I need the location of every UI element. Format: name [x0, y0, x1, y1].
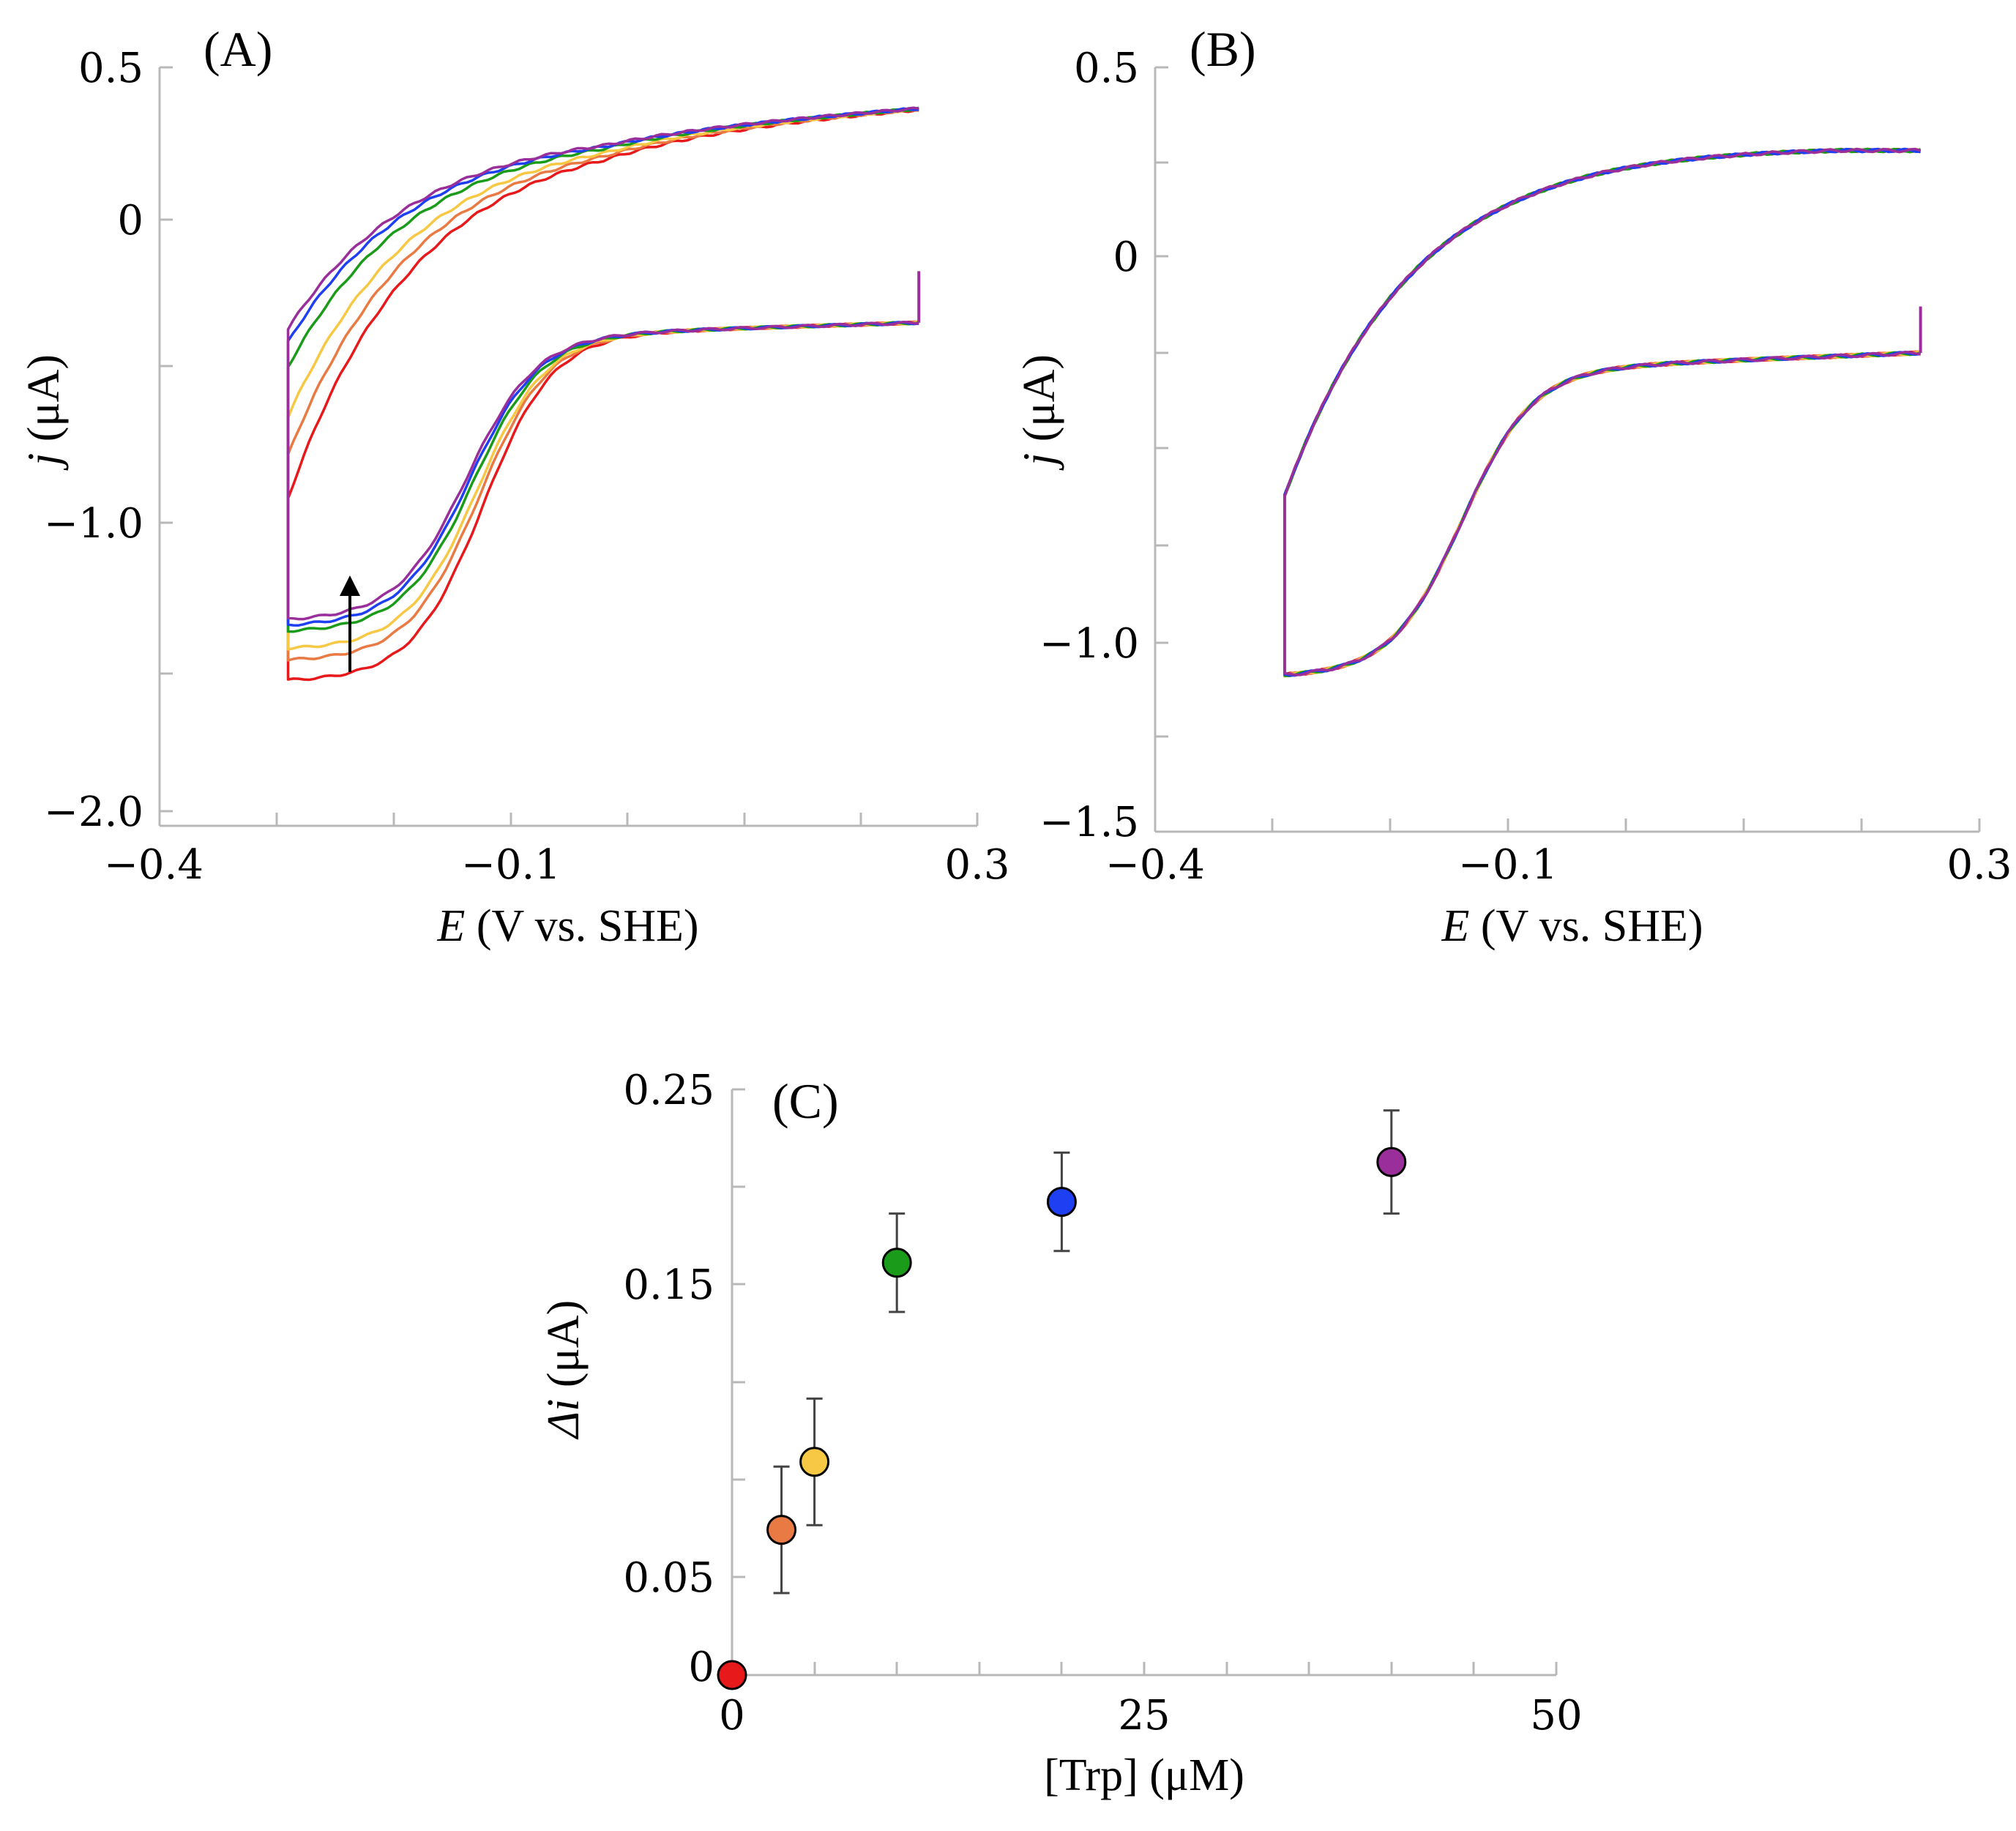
panel-a-series-1: [286, 108, 919, 662]
panel-a-label: (A): [204, 21, 272, 77]
panel-a-arrow: [340, 575, 360, 672]
panel-c-point-0: [717, 1660, 747, 1690]
panel-a-series-3: [286, 106, 919, 633]
panel-a-ylabel: j (μA): [19, 354, 69, 471]
panel-c-ytick-3: 0: [688, 1644, 714, 1691]
panel-c-ytick-1: 0.15: [623, 1261, 714, 1309]
panel-a-xtick-2: 0.3: [944, 841, 1009, 889]
panel-c-xtick-1: 25: [1118, 1692, 1170, 1739]
panel-b-curves: [1283, 147, 1922, 678]
panel-b-xtick-2: 0.3: [1946, 841, 2012, 889]
panel-c-xlabel: [Trp] (μM): [1044, 1750, 1244, 1800]
panel-a-xtick-1: −0.1: [461, 841, 561, 889]
panel-c-point-4: [1046, 1187, 1077, 1217]
panel-c-point-1: [766, 1515, 797, 1545]
panel-b: (B) 0.5 0: [1015, 21, 2012, 951]
panel-a-ytick-3: −2.0: [44, 788, 143, 836]
panel-b-series-4: [1283, 147, 1921, 677]
panel-b-series-1: [1283, 147, 1921, 677]
panel-a-axes: 0.5 0 −1.0 −2.0 −0.4 −0.1 0.3 E (V vs. S…: [19, 45, 1010, 951]
panel-c-axes: 0.25 0.15 0.05 0 0 25 50 [Trp] (μM) Δi (…: [539, 1067, 1583, 1800]
panel-c-xtick-0: 0: [719, 1692, 745, 1739]
panel-c-label: (C): [772, 1073, 839, 1129]
panel-c-point-3: [881, 1248, 912, 1278]
panel-b-axes: 0.5 0 −1.0 −1.5 −0.4 −0.1 0.3 E (V vs. S…: [1015, 45, 2012, 951]
panel-c-ticks: [731, 1088, 1558, 1675]
panel-c-xtick-2: 50: [1530, 1692, 1582, 1739]
panel-a-series-4: [286, 107, 919, 627]
panel-c: (C) 0.25: [539, 1067, 1583, 1800]
panel-b-xtick-0: −0.4: [1105, 841, 1205, 889]
panel-b-xlabel: E (V vs. SHE): [1441, 901, 1703, 951]
panel-b-label: (B): [1190, 21, 1256, 77]
panel-a-curves: [286, 106, 921, 682]
panel-b-series-2: [1283, 147, 1922, 678]
panel-a-series-5: [286, 106, 919, 621]
panel-a-ytick-1: 0: [117, 197, 143, 245]
panel-a-ytick-2: −1.0: [44, 500, 143, 548]
panel-a: (A) 0.5 0 −1.0 −2: [19, 21, 1010, 951]
panel-b-ytick-2: −1.0: [1039, 620, 1139, 668]
panel-b-ytick-0: 0.5: [1074, 45, 1139, 92]
panel-a-series-2: [286, 107, 919, 651]
panel-a-ticks: [158, 66, 979, 826]
panel-c-ytick-2: 0.05: [623, 1554, 714, 1602]
panel-a-xlabel: E (V vs. SHE): [436, 901, 698, 951]
panel-a-ytick-0: 0.5: [78, 45, 143, 92]
panel-c-ylabel: Δi (μA): [539, 1300, 589, 1440]
panel-b-ticks: [1154, 66, 1981, 832]
panel-c-points: [717, 1109, 1407, 1690]
panel-b-series-0: [1283, 147, 1922, 676]
panel-b-xtick-1: −0.1: [1458, 841, 1558, 889]
panel-b-ylabel: j (μA): [1015, 354, 1064, 471]
panel-b-ytick-3: −1.5: [1039, 799, 1139, 846]
panel-b-series-5: [1283, 147, 1922, 676]
panel-c-point-5: [1376, 1146, 1407, 1177]
panel-a-xtick-0: −0.4: [104, 841, 204, 889]
panel-b-series-3: [1283, 147, 1922, 677]
panel-c-point-2: [799, 1447, 830, 1477]
panel-b-ytick-1: 0: [1113, 234, 1139, 281]
panel-c-ytick-0: 0.25: [623, 1067, 714, 1114]
